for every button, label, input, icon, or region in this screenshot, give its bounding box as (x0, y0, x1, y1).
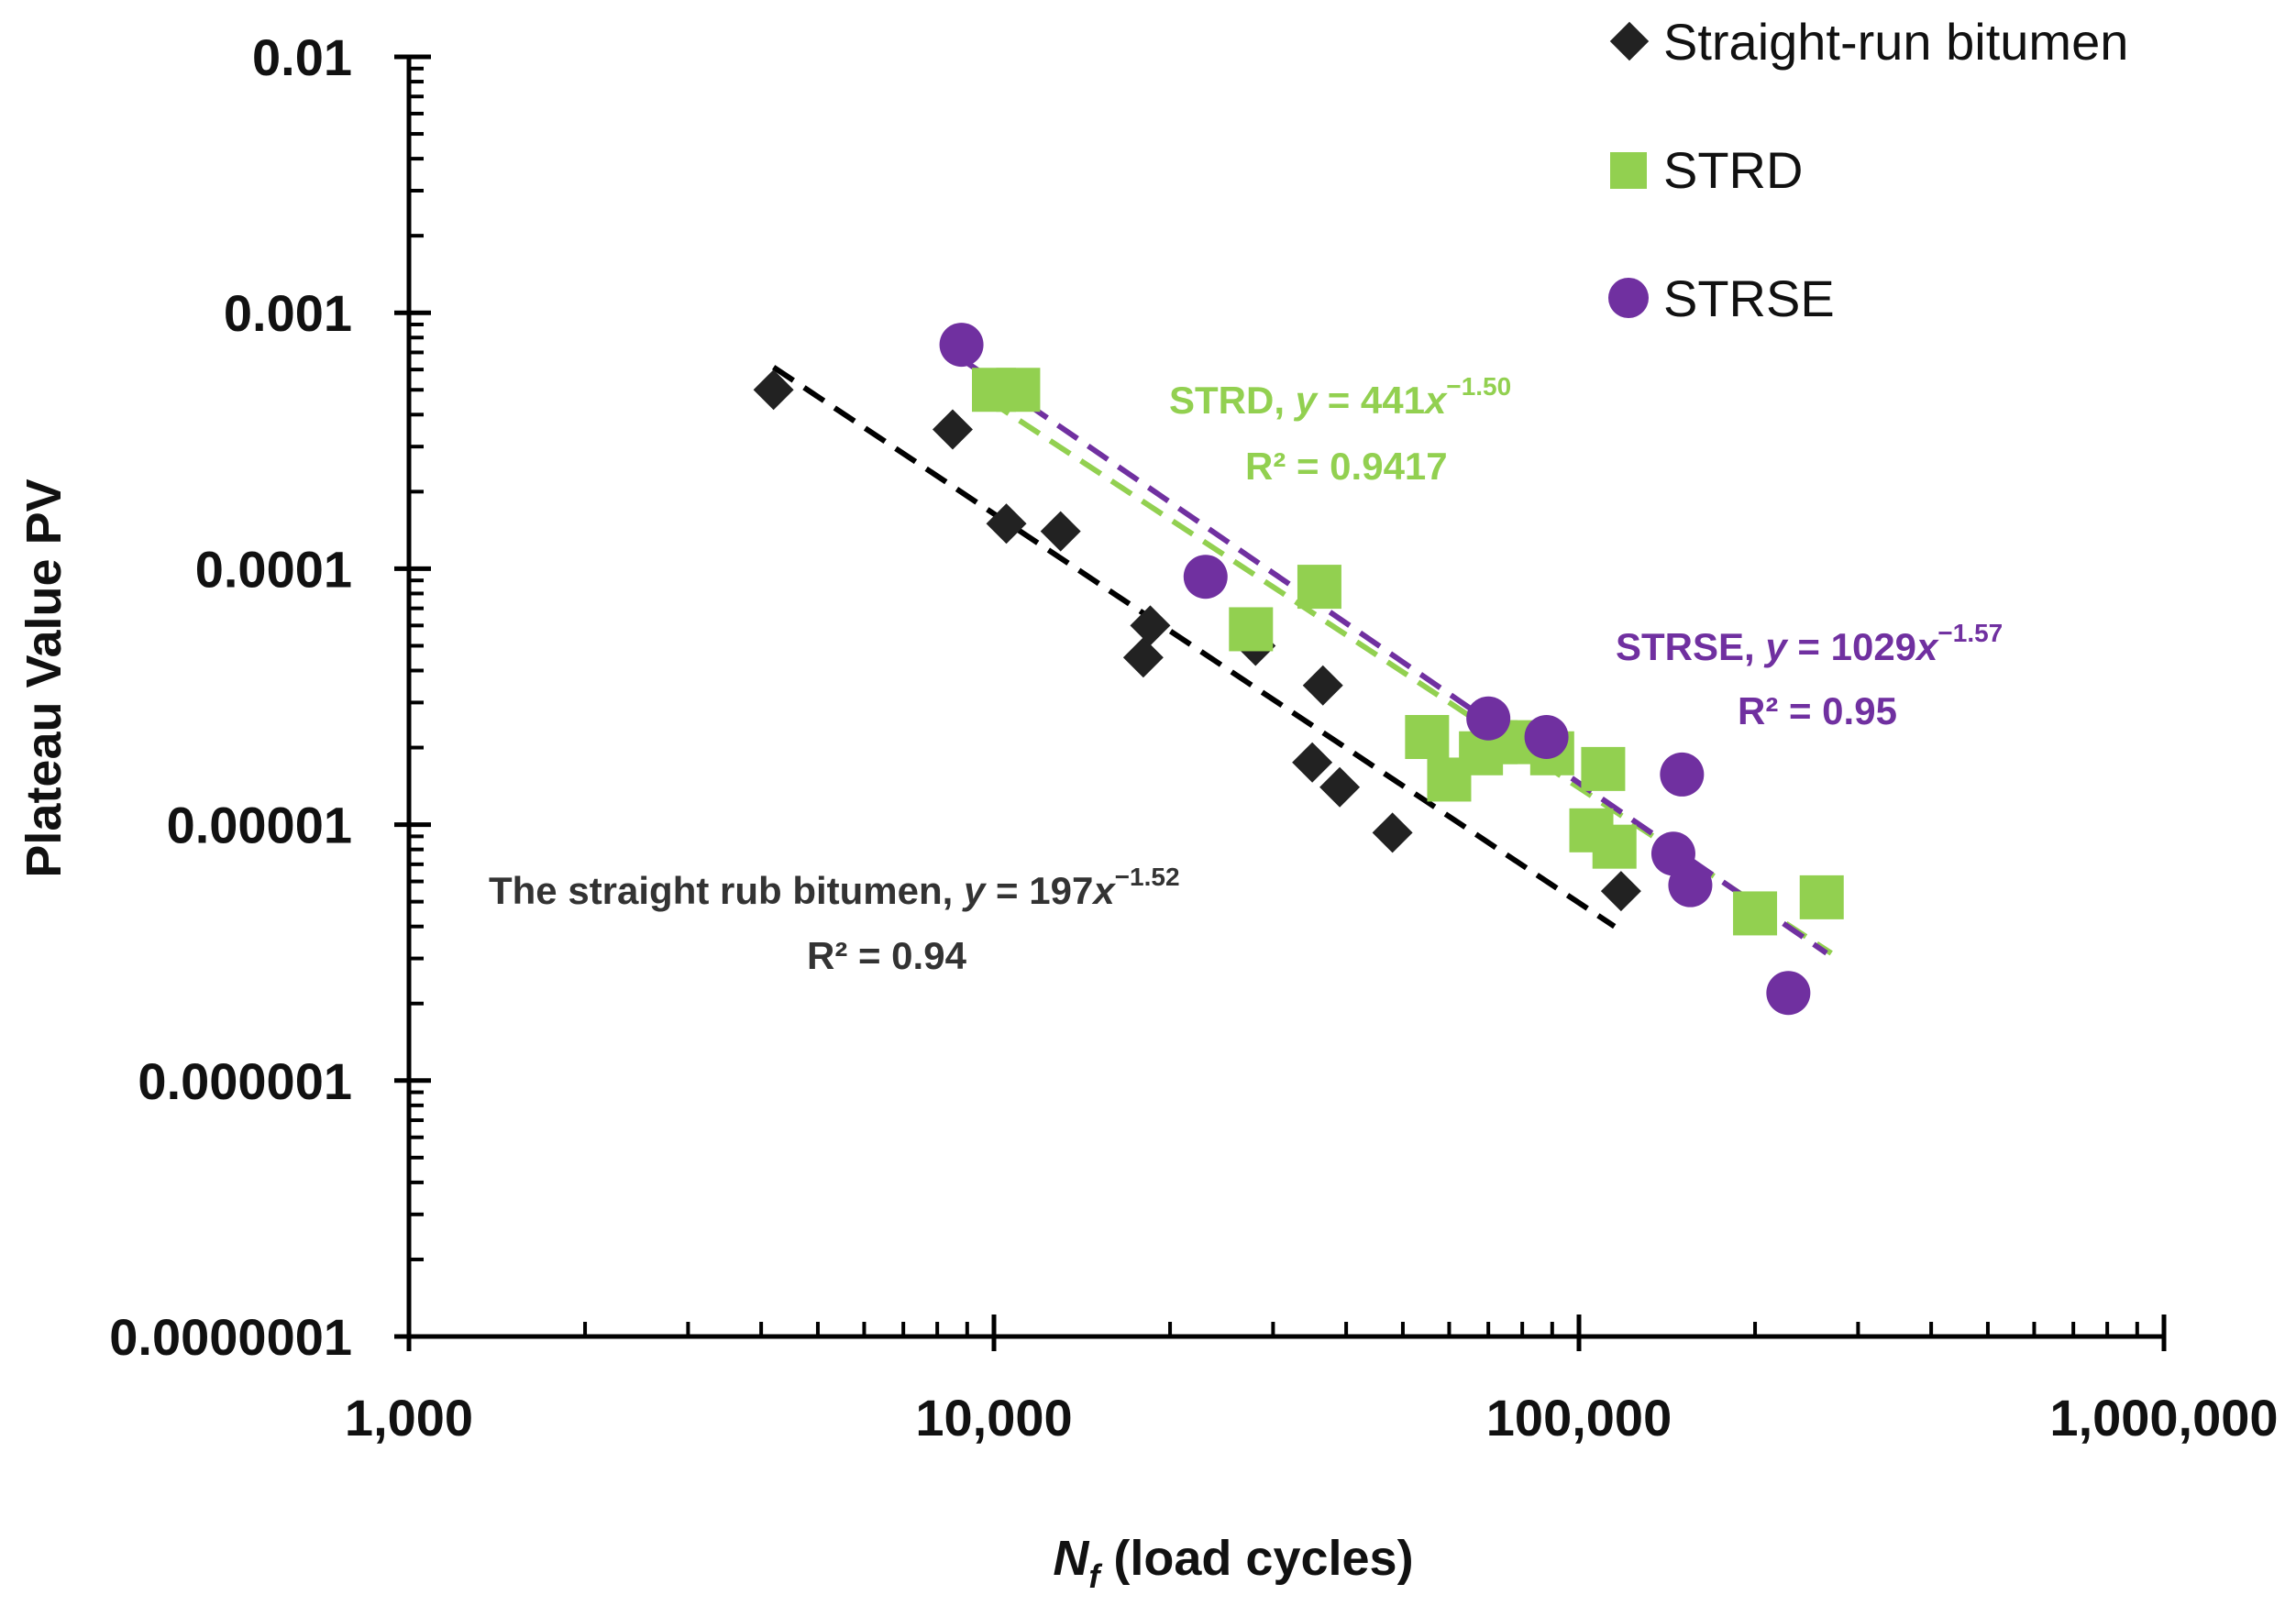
data-point-diamond (753, 369, 794, 411)
legend-item-strd: STRD (1610, 141, 1803, 199)
data-point-diamond (986, 503, 1027, 544)
data-points (753, 323, 1844, 1016)
x-axis-major-ticks (406, 1314, 2167, 1351)
data-point-diamond (1302, 665, 1343, 706)
y-tick-label: 0.0001 (195, 540, 352, 598)
data-point-square (1592, 824, 1637, 869)
equation-straight-run-exp: −1.52 (1115, 863, 1180, 891)
legend-label-strse: STRSE (1663, 270, 1835, 327)
r2-strse: R² = 0.95 (1738, 689, 1897, 732)
legend-label-straight-run: Straight-run bitumen (1663, 13, 2128, 71)
data-point-circle (1183, 555, 1228, 600)
data-point-circle (1766, 971, 1811, 1016)
data-point-circle (1466, 696, 1511, 741)
data-point-square (1581, 746, 1626, 791)
data-point-square (1405, 714, 1450, 759)
x-tick-label: 100,000 (1486, 1389, 1672, 1446)
data-point-square (996, 368, 1041, 412)
equation-strd-x: x (1423, 379, 1448, 422)
equation-straight-run-x: x (1091, 869, 1116, 912)
y-axis-title: Plateau Value PV (17, 478, 72, 877)
trendline-circle (966, 360, 1828, 956)
data-point-diamond (1372, 812, 1413, 853)
series-circle (939, 323, 1811, 1016)
equation-strse-prefix: STRSE, (1616, 625, 1765, 668)
equation-straight-run-y: y (962, 869, 988, 912)
equation-strse: STRSE, y = 1029x−1.57 (1616, 619, 2003, 668)
data-point-diamond (1292, 742, 1333, 783)
legend-label-strd: STRD (1663, 141, 1803, 199)
data-point-diamond (1600, 871, 1641, 912)
data-point-diamond (932, 409, 973, 450)
equation-strd-prefix: STRD, (1169, 379, 1296, 422)
legend-marker-diamond (1609, 21, 1650, 61)
equation-label-strd: STRD, y = 441x−1.50 R² = 0.9417 (1169, 372, 1511, 488)
data-point-diamond (1122, 637, 1164, 678)
x-axis-title-rest: (load cycles) (1099, 1531, 1413, 1586)
equation-straight-run-prefix: The straight rub bitumen, (489, 869, 964, 912)
equation-strd-mid: = 441 (1317, 379, 1425, 422)
y-tick-label: 0.00001 (167, 797, 352, 854)
legend: Straight-run bitumen STRD STRSE (1608, 13, 2128, 327)
x-axis-title-var: N (1053, 1531, 1089, 1586)
data-point-circle (939, 323, 984, 368)
legend-item-strse: STRSE (1608, 270, 1835, 327)
r2-strd: R² = 0.9417 (1245, 445, 1448, 488)
y-tick-label: 0.01 (252, 28, 352, 86)
data-point-square (1799, 874, 1844, 919)
equation-strd-y: y (1294, 379, 1319, 422)
legend-marker-circle (1608, 278, 1649, 318)
y-tick-label: 0.000001 (138, 1052, 352, 1110)
data-point-square (1229, 607, 1274, 652)
y-axis-major-ticks (394, 54, 431, 1339)
y-axis-minor-ticks (409, 66, 424, 1261)
x-axis-minor-ticks (583, 1322, 2139, 1336)
data-point-diamond (1130, 605, 1171, 646)
y-axis-tick-labels: 0.01 0.001 0.0001 0.00001 0.000001 0.0000001 (109, 28, 352, 1366)
equation-strse-x: x (1915, 625, 1939, 668)
equation-strd: STRD, y = 441x−1.50 (1169, 372, 1511, 422)
data-point-square (1297, 565, 1341, 610)
equation-straight-run: The straight rub bitumen, y = 197x−1.52 (489, 863, 1180, 912)
equation-strd-exp: −1.50 (1446, 372, 1511, 401)
equation-strse-y: y (1763, 625, 1789, 668)
x-axis-tick-labels: 1,000 10,000 100,000 1,000,000 (345, 1389, 2279, 1446)
y-tick-label: 0.0000001 (109, 1308, 352, 1366)
data-point-square (1733, 891, 1778, 936)
trendline-square (987, 398, 1833, 956)
y-tick-label: 0.001 (224, 284, 352, 342)
x-axis-title: Nf (load cycles) (1053, 1531, 1413, 1595)
x-tick-label: 1,000 (345, 1389, 473, 1446)
r2-straight-run: R² = 0.94 (807, 934, 967, 977)
data-point-circle (1668, 863, 1713, 908)
data-point-diamond (1040, 511, 1081, 552)
data-point-circle (1524, 714, 1569, 759)
equation-strse-mid: = 1029 (1787, 625, 1916, 668)
x-tick-label: 1,000,000 (2049, 1389, 2278, 1446)
series-diamond (753, 369, 1641, 912)
equation-straight-run-mid: = 197 (985, 869, 1093, 912)
equation-strse-exp: −1.57 (1937, 619, 2003, 647)
data-point-diamond (1319, 766, 1361, 808)
equation-label-strse: STRSE, y = 1029x−1.57 R² = 0.95 (1616, 619, 2003, 732)
x-axis-title-sub: f (1088, 1557, 1102, 1595)
data-point-circle (1660, 752, 1705, 797)
trendline-diamond (771, 365, 1617, 930)
legend-item-straight-run: Straight-run bitumen (1609, 13, 2128, 71)
trendlines (771, 360, 1833, 956)
equation-label-straight-run: The straight rub bitumen, y = 197x−1.52 … (489, 863, 1180, 977)
legend-marker-square (1610, 152, 1647, 189)
x-tick-label: 10,000 (915, 1389, 1072, 1446)
